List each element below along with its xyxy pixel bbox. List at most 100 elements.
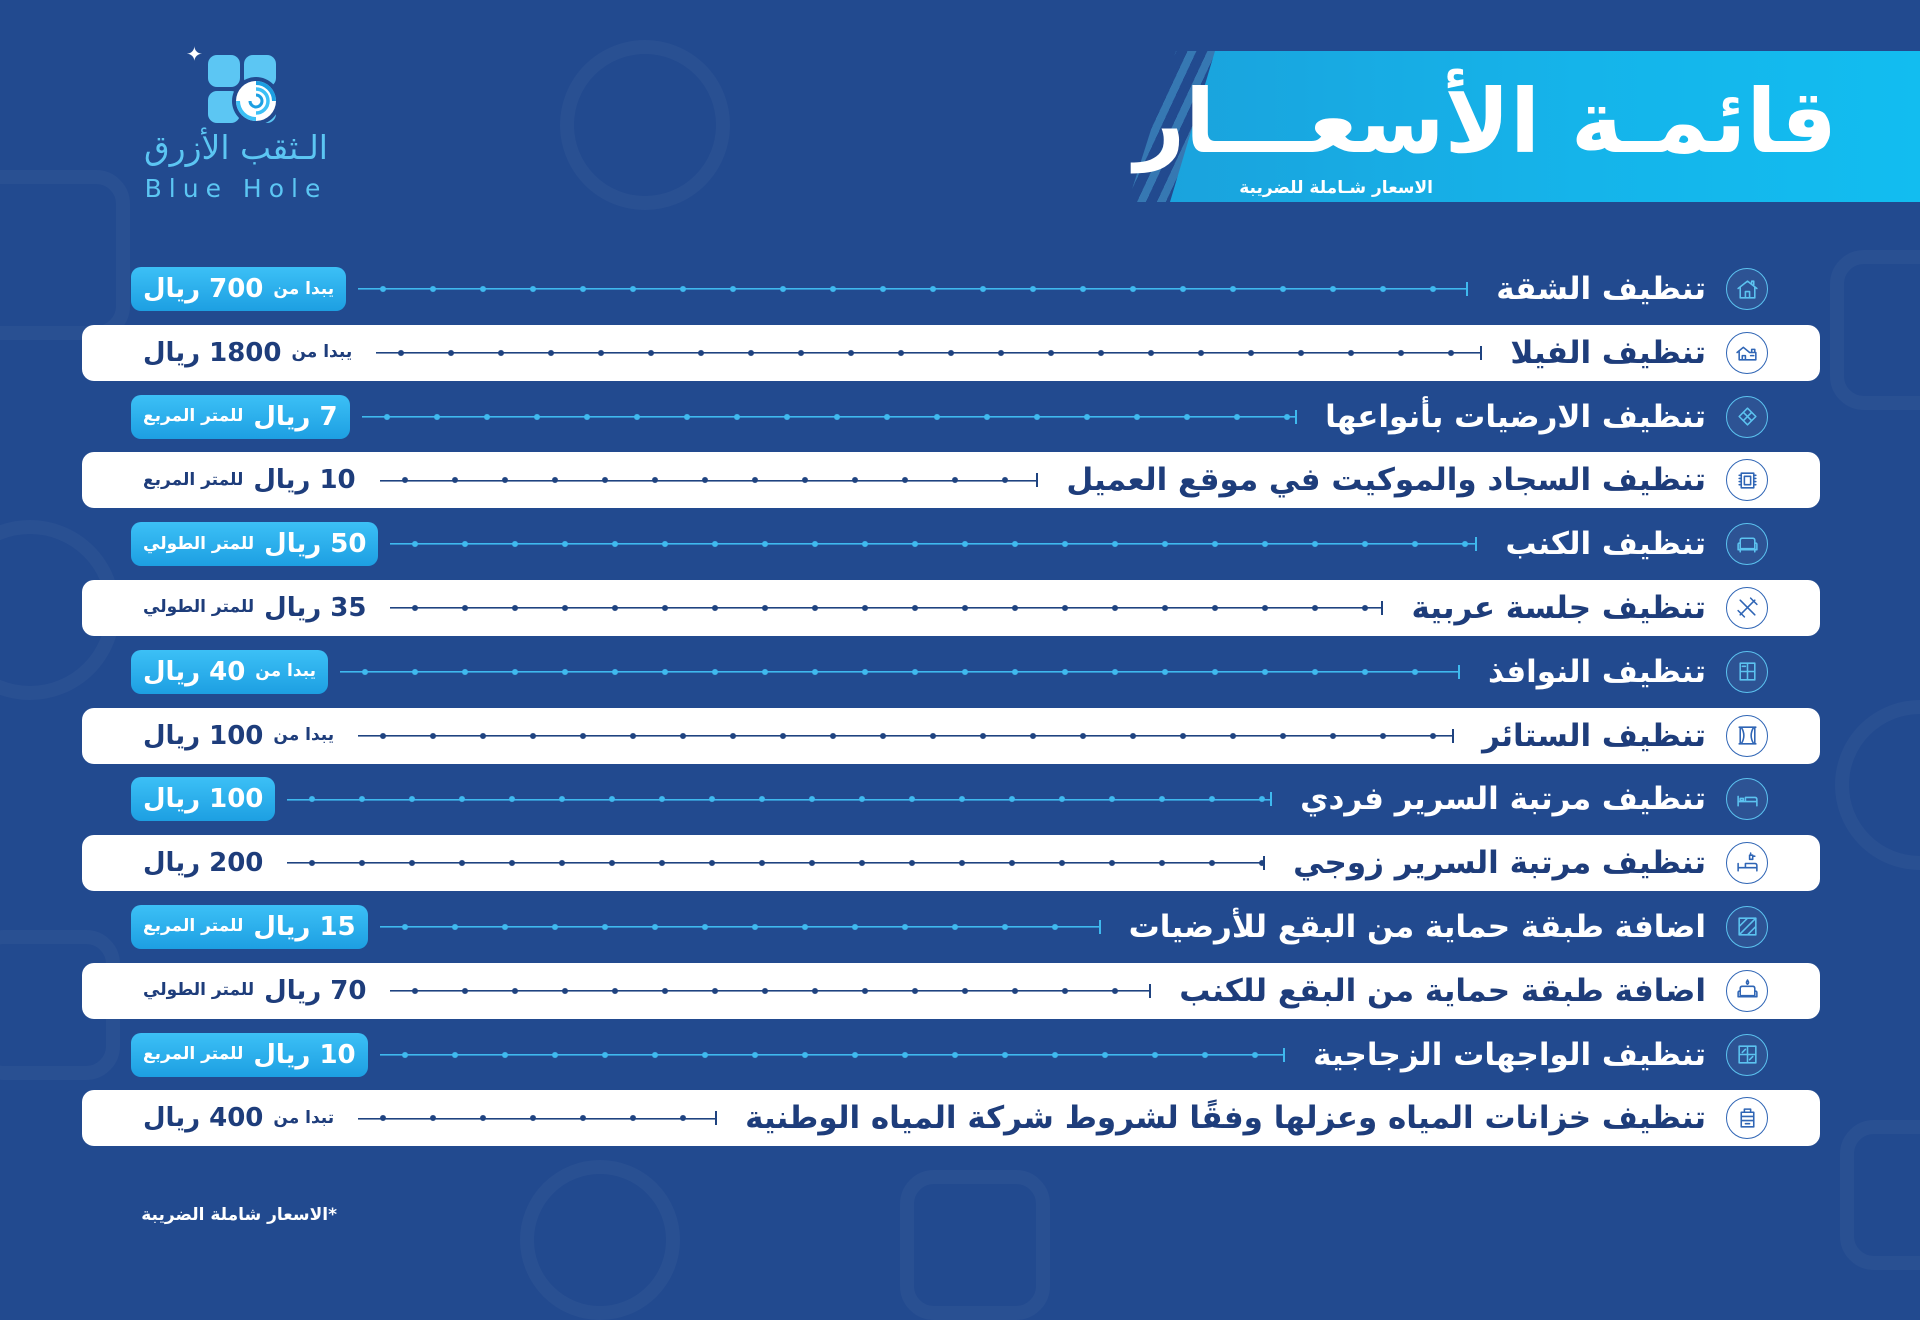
price-tag: 50 ريال للمتر الطولي bbox=[131, 522, 379, 567]
service-name: تنظيف الشقة bbox=[1496, 270, 1706, 307]
dotted-leader-line bbox=[358, 1111, 718, 1126]
window-icon bbox=[1726, 650, 1768, 693]
service-row: اضافة طبقة حماية من البقع للأرضيات 15 ري… bbox=[82, 899, 1820, 955]
service-name: اضافة طبقة حماية من البقع للكنب bbox=[1179, 972, 1706, 1009]
service-name: تنظيف الارضيات بأنواعها bbox=[1325, 398, 1706, 435]
brand-name-arabic: الـثقب الأزرق bbox=[144, 128, 328, 167]
price-amount: 100 ريال bbox=[143, 720, 264, 751]
price-tag: يبدا من 1800 ريال bbox=[131, 331, 364, 375]
service-name: اضافة طبقة حماية من البقع للأرضيات bbox=[1128, 908, 1706, 945]
price-tag: تبدا من 400 ريال bbox=[131, 1096, 346, 1140]
service-row: تنظيف الارضيات بأنواعها 7 ريال للمتر الم… bbox=[82, 389, 1820, 445]
service-name: تنظيف جلسة عربية bbox=[1411, 589, 1706, 626]
service-row: اضافة طبقة حماية من البقع للكنب 70 ريال … bbox=[82, 962, 1820, 1019]
bed-icon bbox=[1726, 778, 1768, 821]
sofa-protection-icon bbox=[1726, 969, 1768, 1012]
blue-hole-logo-icon bbox=[208, 55, 280, 125]
villa-icon bbox=[1726, 331, 1768, 374]
dotted-leader-line bbox=[379, 919, 1101, 934]
background-pattern bbox=[1830, 250, 1920, 410]
service-row: تنظيف مرتبة السرير زوجي 200 ريال bbox=[82, 835, 1820, 892]
curtains-icon bbox=[1726, 714, 1768, 757]
service-name: تنظيف النوافذ bbox=[1487, 653, 1706, 690]
price-tag: 100 ريال bbox=[131, 777, 276, 822]
price-tag: 35 ريال للمتر الطولي bbox=[131, 586, 378, 630]
glass-facade-icon bbox=[1726, 1033, 1768, 1076]
sofa-icon bbox=[1726, 523, 1768, 566]
dotted-leader-line bbox=[358, 282, 1469, 296]
service-name: تنظيف السجاد والموكيت في موقع العميل bbox=[1066, 462, 1706, 499]
bed-spray-icon bbox=[1726, 842, 1768, 885]
title-banner bbox=[1170, 51, 1920, 202]
price-amount: 15 ريال bbox=[253, 911, 356, 942]
price-prefix: يبدا من bbox=[255, 661, 317, 682]
price-suffix: للمتر الطولي bbox=[143, 980, 255, 1001]
service-row: تنظيف النوافذ يبدا من 40 ريال bbox=[82, 644, 1820, 700]
price-tag: 200 ريال bbox=[131, 841, 275, 885]
price-amount: 70 ريال bbox=[264, 975, 367, 1006]
price-tag: 70 ريال للمتر الطولي bbox=[131, 969, 378, 1013]
dotted-leader-line bbox=[376, 345, 1483, 360]
service-name: تنظيف الستائر bbox=[1482, 717, 1706, 754]
price-suffix: للمتر المربع bbox=[143, 1044, 244, 1065]
price-amount: 200 ريال bbox=[143, 848, 264, 879]
service-row: تنظيف الستائر يبدا من 100 ريال bbox=[82, 707, 1820, 764]
carpet-icon bbox=[1726, 459, 1768, 502]
price-prefix: يبدا من bbox=[291, 342, 353, 363]
price-prefix: تبدا من bbox=[273, 1107, 335, 1128]
price-amount: 50 ريال bbox=[264, 529, 367, 560]
price-amount: 35 ريال bbox=[264, 592, 367, 623]
price-tag: 10 ريال للمتر المربع bbox=[131, 458, 368, 502]
price-amount: 1800 ريال bbox=[143, 337, 282, 368]
service-row: تنظيف جلسة عربية 35 ريال للمتر الطولي bbox=[82, 579, 1820, 636]
dotted-leader-line bbox=[361, 409, 1298, 424]
water-tank-icon bbox=[1726, 1097, 1768, 1140]
price-amount: 100 ريال bbox=[143, 784, 264, 815]
service-name: تنظيف الفيلا bbox=[1510, 334, 1706, 371]
price-suffix: للمتر المربع bbox=[143, 406, 244, 427]
service-row: تنظيف الفيلا يبدا من 1800 ريال bbox=[82, 324, 1820, 381]
price-tag: يبدا من 100 ريال bbox=[131, 714, 346, 758]
price-amount: 10 ريال bbox=[253, 1039, 356, 1070]
service-row: تنظيف الشقة يبدا من 700 ريال bbox=[82, 261, 1820, 317]
price-suffix: للمتر الطولي bbox=[143, 533, 255, 554]
dotted-leader-line bbox=[390, 537, 1478, 552]
price-amount: 40 ريال bbox=[143, 656, 246, 687]
service-name: تنظيف الكنب bbox=[1505, 526, 1706, 563]
service-row: تنظيف خزانات المياه وعزلها وفقًا لشروط ش… bbox=[82, 1090, 1820, 1147]
price-amount: 700 ريال bbox=[143, 274, 264, 304]
dotted-leader-line bbox=[287, 856, 1266, 871]
background-pattern bbox=[520, 1160, 680, 1320]
brand-name-english: Blue Hole bbox=[144, 174, 328, 203]
price-tag: يبدا من 40 ريال bbox=[131, 649, 329, 694]
price-amount: 400 ريال bbox=[143, 1103, 264, 1134]
dotted-leader-line bbox=[358, 728, 1455, 743]
service-name: تنظيف الواجهات الزجاجية bbox=[1313, 1036, 1706, 1073]
dotted-leader-line bbox=[287, 792, 1273, 807]
service-row: تنظيف الواجهات الزجاجية 10 ريال للمتر ال… bbox=[82, 1027, 1820, 1083]
cleaning-tools-icon bbox=[1726, 586, 1768, 629]
service-name: تنظيف مرتبة السرير فردي bbox=[1300, 781, 1706, 818]
price-suffix: للمتر المربع bbox=[143, 916, 244, 937]
price-list: تنظيف الشقة يبدا من 700 ريال تنظيف الفيل… bbox=[82, 261, 1820, 1147]
background-pattern bbox=[900, 1170, 1050, 1320]
floor-protection-icon bbox=[1726, 905, 1768, 948]
apartment-icon bbox=[1726, 268, 1768, 310]
service-row: تنظيف الكنب 50 ريال للمتر الطولي bbox=[82, 516, 1820, 572]
service-name: تنظيف مرتبة السرير زوجي bbox=[1293, 845, 1706, 882]
price-prefix: يبدا من bbox=[273, 725, 335, 746]
background-pattern bbox=[1835, 700, 1920, 870]
price-tag: 15 ريال للمتر المربع bbox=[131, 904, 368, 949]
page-title: قائمـة الأسعـــار bbox=[1134, 70, 1837, 173]
tax-footnote: *الاسعار شاملة الضريبة bbox=[141, 1205, 337, 1225]
dotted-leader-line bbox=[390, 600, 1384, 615]
price-suffix: للمتر الطولي bbox=[143, 597, 255, 618]
dotted-leader-line bbox=[379, 473, 1039, 488]
service-row: تنظيف السجاد والموكيت في موقع العميل 10 … bbox=[82, 452, 1820, 509]
service-row: تنظيف مرتبة السرير فردي 100 ريال bbox=[82, 771, 1820, 827]
dotted-leader-line bbox=[340, 664, 1460, 679]
page-subtitle: الاسعار شـاملة للضريبة bbox=[1239, 178, 1433, 198]
price-prefix: يبدا من bbox=[273, 278, 335, 299]
sparkle-icon: ✦ bbox=[186, 42, 203, 66]
dotted-leader-line bbox=[390, 983, 1152, 998]
